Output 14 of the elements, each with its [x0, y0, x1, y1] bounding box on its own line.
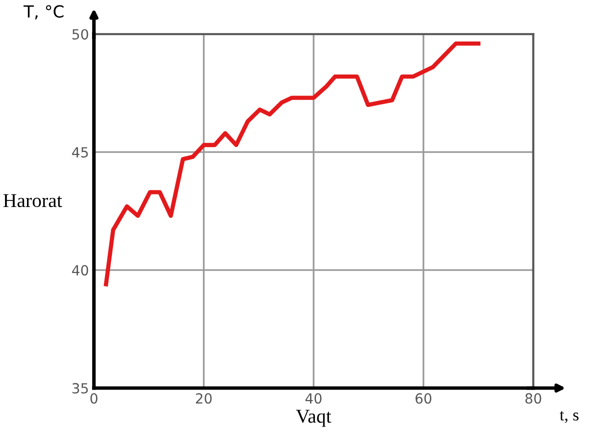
y-axis-title: Harorat [3, 194, 62, 208]
y-tick-label: 40 [72, 265, 88, 276]
x-tick-label: 40 [305, 393, 322, 404]
y-tick-label: 50 [72, 29, 88, 40]
x-tick-label: 80 [525, 393, 542, 404]
x-tick-label: 0 [90, 393, 98, 404]
y-tick-label: 45 [72, 147, 88, 158]
text: t, s [560, 411, 578, 423]
text: T, °C [24, 5, 64, 20]
y-tick-label: 35 [72, 383, 88, 394]
x-axis-title: Vaqt [296, 410, 332, 427]
line-series [104, 41, 480, 286]
x-tick-label: 20 [196, 393, 212, 404]
x-tick-label: 60 [416, 393, 432, 404]
